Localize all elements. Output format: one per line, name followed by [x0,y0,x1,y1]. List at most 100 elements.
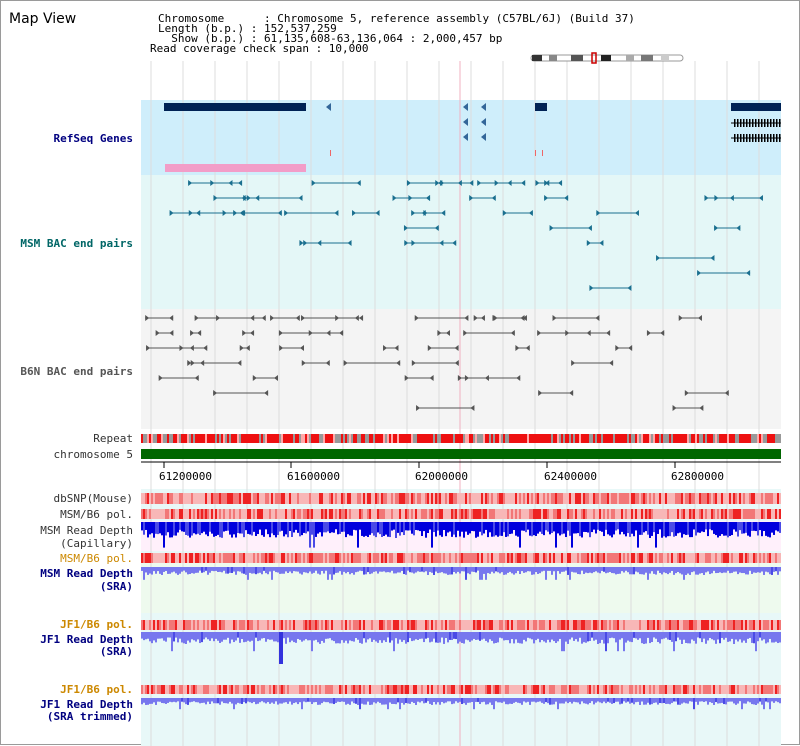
depth-bar [741,567,743,574]
b6n-bac-track-bg [141,309,781,429]
heat-cell [665,553,667,563]
heat-cell [609,509,611,519]
depth-bar [237,567,239,572]
depth-bar [685,698,687,704]
depth-bar [697,522,699,533]
heat-cell [305,509,307,519]
heat-cell [653,685,655,694]
depth-bar [625,632,627,643]
repeat-segment [485,434,487,443]
heat-cell [279,620,281,630]
depth-bar [579,632,581,638]
heat-cell [143,553,145,563]
depth-bar [433,567,435,575]
heat-cell [569,620,571,630]
heat-cell [647,685,649,694]
heat-cell [271,553,273,563]
depth-bar [501,698,503,703]
heat-cell [337,685,339,694]
heat-cell [415,509,417,519]
depth-bar [339,698,341,702]
heat-cell [187,493,189,504]
depth-bar [271,567,273,580]
depth-bar [303,567,305,573]
depth-bar [627,522,629,534]
heat-cell [669,509,671,519]
repeat-segment [445,434,447,443]
depth-bar [385,567,387,573]
repeat-segment [323,434,325,443]
depth-bar [351,567,353,574]
depth-bar [227,698,229,704]
depth-bar [305,698,307,703]
heat-cell [349,509,351,519]
heat-cell [165,553,167,563]
repeat-segment [263,434,265,443]
heat-cell [407,493,409,504]
depth-bar [317,632,319,643]
heat-cell [247,620,249,630]
depth-bar [635,632,637,639]
depth-bar [489,632,491,640]
repeat-segment [305,434,307,443]
heat-cell [561,553,563,563]
heat-cell [635,620,637,630]
heat-cell [693,509,695,519]
bac-end-marker [416,405,421,411]
repeat-segment [351,434,353,443]
repeat-segment [509,434,511,443]
depth-bar [409,632,411,639]
repeat-segment [179,434,181,443]
repeat-segment [261,434,263,443]
heat-cell [295,493,297,504]
depth-bar [589,522,591,538]
heat-cell [161,685,163,694]
heat-cell [459,493,461,504]
heat-cell [475,509,477,519]
depth-bar [193,632,195,641]
depth-bar [733,698,735,704]
depth-bar [415,522,417,530]
repeat-segment [363,434,365,443]
repeat-segment [469,434,471,443]
repeat-segment [443,434,445,443]
repeat-segment [713,434,715,443]
heat-cell [497,553,499,563]
heat-cell [301,620,303,630]
depth-bar [731,522,733,536]
heat-cell [187,553,189,563]
depth-bar [303,698,305,702]
depth-bar [621,698,623,704]
depth-bar [233,632,235,643]
heat-cell [319,553,321,563]
heat-cell [213,493,215,504]
depth-bar [279,698,281,704]
bac-end-marker [469,195,474,201]
heat-cell [517,553,519,563]
depth-bar [585,522,587,532]
heat-cell [587,553,589,563]
depth-bar [593,632,595,641]
heat-cell [169,620,171,630]
depth-bar [393,698,395,704]
depth-bar [577,567,579,575]
depth-bar [655,632,657,639]
depth-bar [183,522,185,532]
depth-bar [541,632,543,641]
repeat-segment [215,434,217,443]
repeat-segment [747,434,749,443]
bac-end-marker [308,330,313,336]
depth-bar [585,698,587,704]
heat-cell [753,553,755,563]
depth-bar [725,632,727,638]
repeat-segment [681,434,683,443]
depth-bar [707,698,709,705]
heat-cell [307,553,309,563]
depth-bar [717,522,719,538]
heat-cell [717,685,719,694]
bac-end-marker [190,360,195,366]
heat-cell [195,685,197,694]
depth-bar [549,698,551,705]
depth-bar [359,522,361,530]
